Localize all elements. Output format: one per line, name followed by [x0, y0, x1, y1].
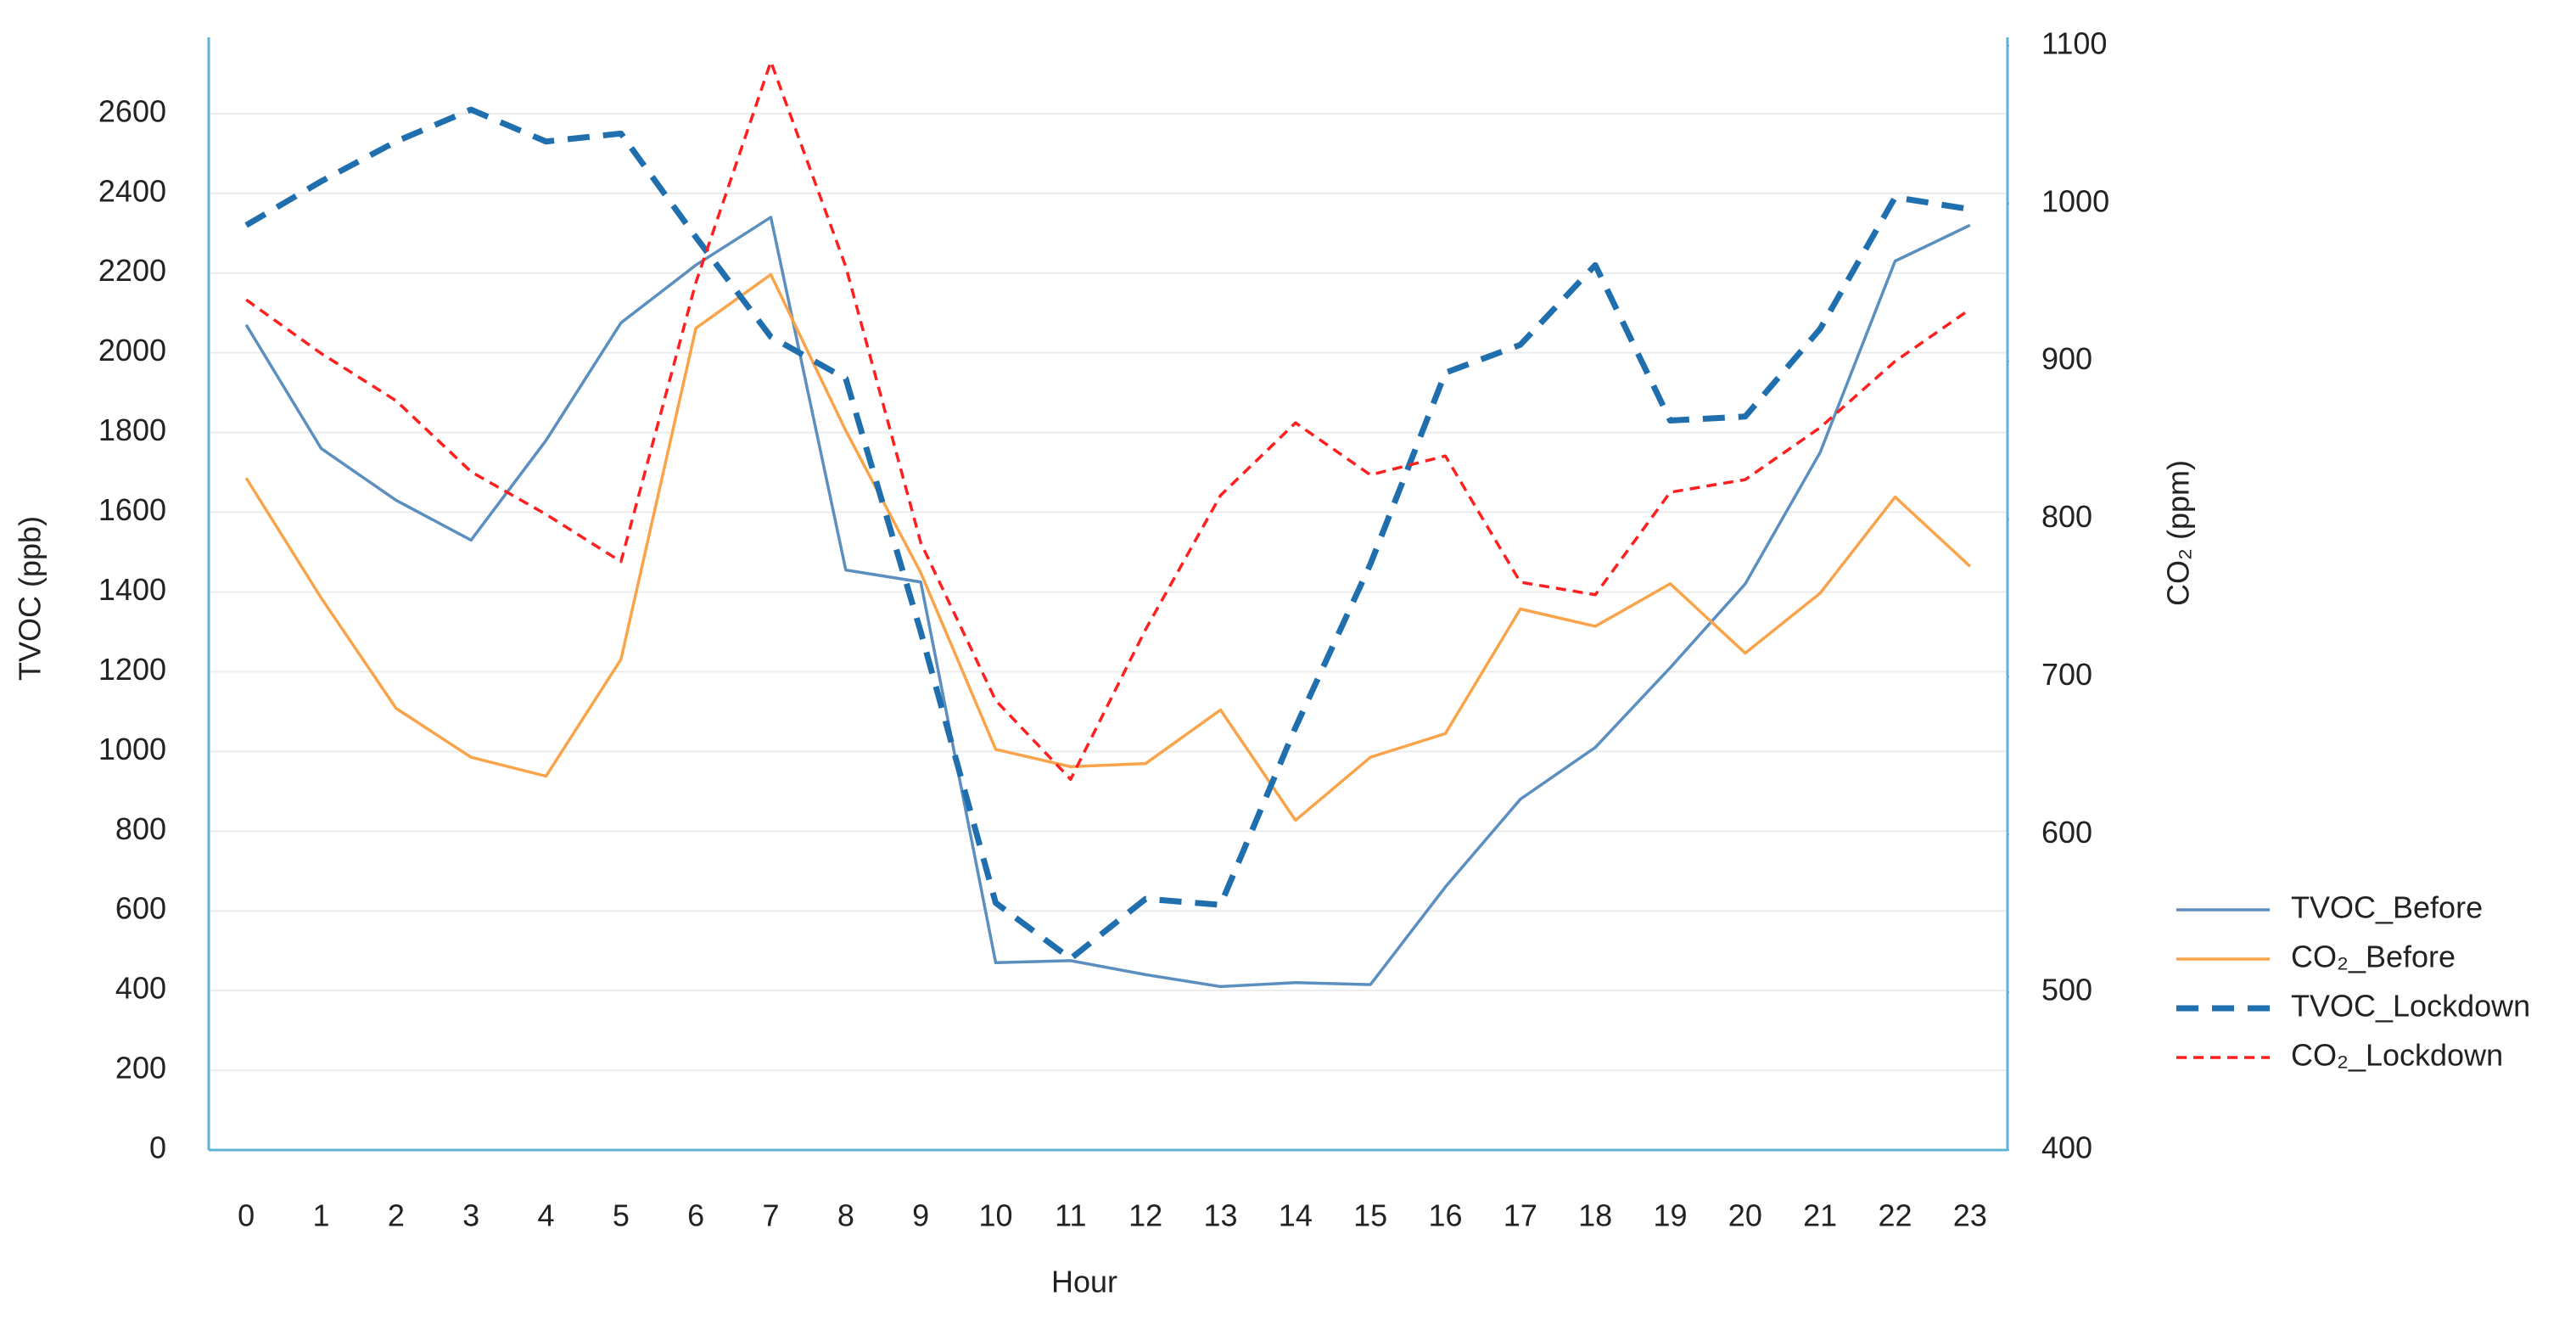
- y2-tick-label: 800: [2041, 499, 2092, 534]
- x-tick-label: 5: [613, 1198, 630, 1233]
- x-tick-label: 12: [1128, 1198, 1162, 1233]
- x-tick-label: 16: [1428, 1198, 1462, 1233]
- y-tick-label: 1600: [98, 492, 166, 527]
- x-tick-label: 23: [1953, 1198, 1987, 1233]
- x-tick-label: 0: [238, 1198, 255, 1233]
- x-tick-label: 10: [978, 1198, 1012, 1233]
- x-tick-label: 20: [1728, 1198, 1762, 1233]
- y-tick-label: 200: [115, 1051, 166, 1086]
- y-tick-label: 800: [115, 811, 166, 846]
- x-tick-label: 14: [1279, 1198, 1313, 1233]
- y-tick-label: 2200: [98, 253, 166, 288]
- x-tick-label: 4: [537, 1198, 554, 1233]
- legend-label: TVOC_Before: [2291, 890, 2483, 925]
- x-tick-label: 11: [1055, 1198, 1086, 1233]
- y2-tick-label: 700: [2041, 657, 2092, 692]
- x-tick-label: 7: [762, 1198, 779, 1233]
- x-axis-label: Hour: [1051, 1265, 1117, 1299]
- data-line: [245, 59, 1971, 781]
- x-tick-label: 15: [1353, 1198, 1387, 1233]
- x-tick-label: 9: [912, 1198, 929, 1233]
- y-axis-label: TVOC (ppb): [13, 516, 48, 681]
- y-tick-label: 1200: [98, 652, 166, 687]
- x-tick-label: 8: [837, 1198, 854, 1233]
- y-tick-label: 1800: [98, 412, 166, 447]
- x-tick-label: 21: [1803, 1198, 1837, 1233]
- y2-tick-label: 500: [2041, 973, 2092, 1007]
- legend-label: CO₂_Before: [2291, 940, 2456, 974]
- legend-label: CO₂_Lockdown: [2291, 1038, 2503, 1073]
- data-line: [244, 216, 1971, 989]
- y-tick-label: 2600: [98, 93, 166, 128]
- data-line: [244, 106, 1971, 962]
- y2-tick-label: 1100: [2041, 26, 2107, 61]
- y2-tick-label: 600: [2041, 815, 2092, 850]
- y2-tick-label: 400: [2041, 1130, 2092, 1165]
- x-tick-label: 22: [1878, 1198, 1912, 1233]
- y2-tick-label: 1000: [2041, 183, 2109, 218]
- x-tick-label: 19: [1653, 1198, 1687, 1233]
- x-tick-label: 18: [1578, 1198, 1612, 1233]
- x-tick-label: 17: [1504, 1198, 1537, 1233]
- y-tick-label: 1000: [98, 732, 166, 766]
- legend-label: TVOC_Lockdown: [2291, 989, 2530, 1024]
- data-line: [244, 272, 1972, 822]
- y-tick-label: 400: [115, 971, 166, 1006]
- y-tick-label: 1400: [98, 572, 166, 607]
- x-tick-label: 1: [312, 1198, 329, 1233]
- x-tick-label: 13: [1203, 1198, 1237, 1233]
- y-tick-label: 600: [115, 891, 166, 926]
- y-tick-label: 0: [149, 1130, 166, 1165]
- x-tick-label: 2: [388, 1198, 405, 1233]
- y2-tick-label: 900: [2041, 341, 2092, 376]
- x-tick-label: 6: [687, 1198, 704, 1233]
- y-tick-label: 2400: [98, 173, 166, 208]
- x-tick-label: 3: [462, 1198, 479, 1233]
- y-tick-label: 2000: [98, 333, 166, 367]
- y2-axis-label: CO₂ (ppm): [2161, 460, 2196, 606]
